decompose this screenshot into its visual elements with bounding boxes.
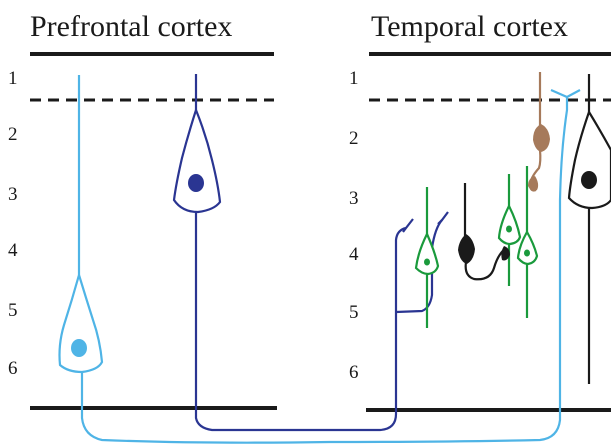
light-blue-long-axon — [80, 97, 569, 444]
green-neuron-3-soma — [516, 229, 539, 266]
right-layer-labels: 1 2 3 4 5 6 — [349, 68, 359, 383]
light-blue-pyramidal-neuron — [58, 75, 581, 444]
brown-neuron-soma — [533, 124, 550, 152]
left-layer-label-1: 1 — [8, 68, 18, 89]
brown-axon-terminal — [528, 176, 539, 191]
right-layer-label-2: 2 — [349, 128, 359, 149]
right-layer-label-4: 4 — [349, 244, 359, 265]
dark-blue-terminal-right — [437, 211, 449, 225]
light-blue-soma — [58, 271, 104, 374]
green-neuron-2-soma — [497, 203, 522, 246]
dark-blue-pyramidal-neuron — [172, 74, 449, 432]
green-neuron-1-soma — [414, 231, 440, 276]
right-layer-label-3: 3 — [349, 188, 359, 209]
green-neuron-3-nucleus — [524, 249, 530, 257]
green-interneurons — [414, 166, 539, 328]
dark-blue-nucleus — [188, 174, 204, 192]
left-layer-labels: 1 2 3 4 5 6 — [8, 68, 18, 379]
light-blue-axon-terminal — [550, 88, 581, 99]
green-neuron-2-nucleus — [506, 225, 512, 233]
left-layer-label-4: 4 — [8, 240, 18, 261]
left-panel-title: Prefrontal cortex — [30, 10, 232, 43]
light-blue-nucleus — [71, 339, 87, 357]
right-layer-label-5: 5 — [349, 302, 359, 323]
dark-blue-soma — [172, 106, 222, 214]
left-layer-label-5: 5 — [8, 300, 18, 321]
right-layer-label-1: 1 — [349, 68, 359, 89]
left-layer-label-6: 6 — [8, 358, 18, 379]
black-interneuron-soma — [458, 234, 475, 264]
black-pyramidal-nucleus — [581, 171, 597, 189]
dark-blue-axon-branch — [395, 219, 443, 314]
black-interneuron-axon — [464, 247, 507, 281]
left-layer-label-2: 2 — [8, 124, 18, 145]
dark-blue-terminal-left — [402, 218, 414, 233]
black-axon-terminal — [501, 246, 510, 261]
left-layer-label-3: 3 — [8, 184, 18, 205]
black-interneuron — [463, 183, 507, 281]
dark-blue-long-axon — [194, 212, 407, 432]
right-layer-label-6: 6 — [349, 362, 359, 383]
black-pyramidal-soma — [567, 109, 611, 210]
green-neuron-1-nucleus — [424, 258, 430, 266]
right-panel-title: Temporal cortex — [371, 10, 568, 43]
black-pyramidal-neuron — [567, 74, 611, 384]
